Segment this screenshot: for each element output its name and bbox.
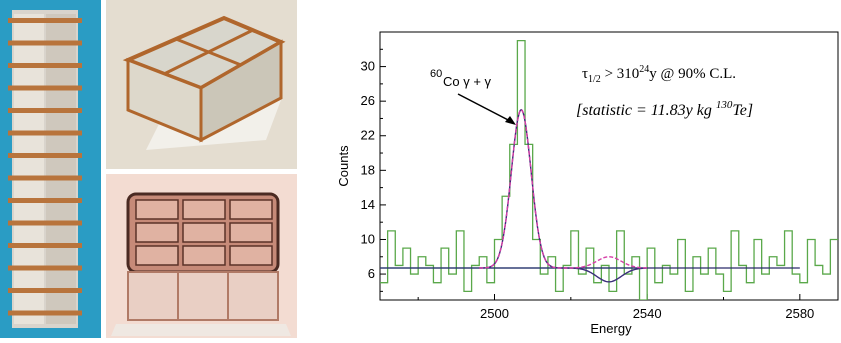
nine-crystal-module-photo — [106, 174, 297, 338]
y-tick-label: 10 — [361, 231, 375, 246]
y-tick-label: 22 — [361, 128, 375, 143]
y-tick-label: 6 — [368, 266, 375, 281]
halflife-annotation: τ1/2 > 31024y @ 90% C.L. — [582, 64, 736, 85]
statistic-main: [statistic = 11.83y kg — [576, 102, 716, 119]
crystal-cell — [182, 199, 226, 220]
copper-frame-band — [8, 108, 82, 113]
x-tick-label: 2580 — [785, 306, 814, 321]
peak-label-main: Co γ + γ — [443, 74, 492, 89]
y-tick-label: 30 — [361, 59, 375, 74]
x-tick-label: 2540 — [633, 306, 662, 321]
copper-frame-band — [8, 85, 82, 91]
halflife-sub: 1/2 — [588, 74, 601, 85]
halflife-tau: τ — [582, 66, 588, 82]
halflife-sup: 24 — [639, 64, 649, 75]
halflife-mid: > 310 — [601, 66, 639, 82]
y-tick-label: 14 — [361, 197, 375, 212]
x-tick-label: 2500 — [480, 306, 509, 321]
copper-frame-band — [8, 130, 82, 136]
spectrum-chart: 6 10 14 18 22 26 30 2500 2540 2580 Counts Energy… — [330, 22, 841, 338]
y-tick-label: 26 — [361, 93, 375, 108]
peak-label-sup: 60 — [430, 68, 442, 80]
crystal-cell — [229, 199, 273, 220]
copper-frame-band — [8, 175, 82, 181]
crystal-cell — [135, 245, 179, 266]
crystal-cell — [135, 199, 179, 220]
copper-frame-band — [8, 63, 82, 68]
statistic-tail: Te] — [732, 102, 753, 119]
crystal-cell — [182, 245, 226, 266]
y-tick-label: 18 — [361, 162, 375, 177]
x-axis: 2500 2540 2580 — [417, 294, 814, 321]
copper-frame-band — [8, 40, 82, 46]
y-axis: 6 10 14 18 22 26 30 — [361, 48, 386, 292]
copper-frame-band — [8, 153, 82, 158]
copper-frame-band — [8, 265, 82, 271]
copper-frame-band — [8, 220, 82, 226]
y-axis-label: Counts — [336, 145, 351, 187]
copper-frame-band — [8, 243, 82, 248]
copper-frame-band — [8, 198, 82, 203]
copper-frame-band — [8, 18, 82, 23]
peak-fit-magenta-curve — [479, 108, 648, 269]
crystal-cell — [135, 222, 179, 243]
peak-arrow — [457, 93, 513, 123]
x-axis-label: Energy — [590, 321, 632, 336]
peak-annotation: 60 Co γ + γ — [430, 68, 516, 125]
histogram-series — [380, 39, 838, 300]
crystal-cell — [229, 222, 273, 243]
four-crystal-module-photo — [106, 0, 297, 169]
statistic-sup: 130 — [716, 99, 733, 111]
tower-photo — [0, 0, 101, 338]
crystal-cell — [229, 245, 273, 266]
halflife-tail: y @ 90% C.L. — [649, 66, 736, 82]
statistic-annotation: [statistic = 11.83y kg 130Te] — [576, 99, 753, 119]
copper-frame-band — [8, 310, 82, 316]
copper-frame-band — [8, 288, 82, 293]
peak-arrowhead — [505, 116, 516, 125]
crystal-cell — [182, 222, 226, 243]
